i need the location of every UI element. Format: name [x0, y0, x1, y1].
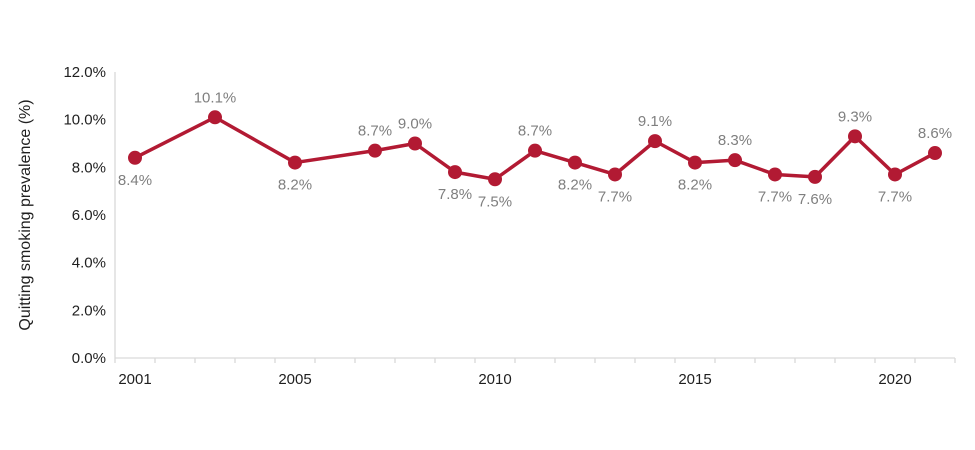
- data-point: [128, 150, 142, 165]
- data-labels-layer: 8.4% 10.1% 8.2% 8.7% 9.0% 7.8% 7.5% 8.7% 8.2% 7.7…: [118, 89, 952, 210]
- data-point: [608, 167, 622, 182]
- y-tick-label: 6.0%: [72, 207, 106, 224]
- x-tick-label: 2005: [278, 371, 311, 388]
- data-point: [648, 134, 662, 149]
- data-point: [928, 146, 942, 161]
- data-point: [528, 143, 542, 158]
- y-tick-label: 8.0%: [72, 159, 106, 176]
- data-point-label: 7.5%: [478, 193, 512, 210]
- data-point-label: 8.2%: [678, 177, 712, 194]
- data-point: [848, 129, 862, 144]
- data-point: [888, 167, 902, 182]
- data-point: [208, 110, 222, 125]
- data-point: [488, 172, 502, 187]
- x-tick-label: 2001: [118, 371, 151, 388]
- trend-line: [133, 115, 937, 181]
- y-tick-label: 4.0%: [72, 255, 106, 272]
- data-point-label: 8.4%: [118, 172, 152, 189]
- axes-layer: 0.0% 2.0% 4.0% 6.0% 8.0% 10.0% 12.0% 2001 2005 20…: [63, 64, 956, 388]
- data-point-label: 9.3%: [838, 108, 872, 125]
- data-point-label: 8.2%: [278, 177, 312, 194]
- y-tick-label: 0.0%: [72, 350, 106, 367]
- data-point: [448, 165, 462, 180]
- y-axis-title: Quitting smoking prevalence (%): [17, 99, 34, 330]
- x-tick-label: 2020: [878, 371, 911, 388]
- data-point-label: 8.2%: [558, 177, 592, 194]
- data-point-label: 7.6%: [798, 191, 832, 208]
- data-point: [728, 153, 742, 168]
- y-tick-label: 12.0%: [63, 64, 106, 81]
- y-tick-label: 2.0%: [72, 302, 106, 319]
- y-tick-label: 10.0%: [63, 112, 106, 129]
- data-point: [368, 143, 382, 158]
- data-point-label: 8.3%: [718, 132, 752, 149]
- data-point-label: 9.0%: [398, 116, 432, 133]
- data-point: [768, 167, 782, 182]
- data-point-label: 7.7%: [758, 188, 792, 205]
- data-point-label: 8.7%: [358, 123, 392, 140]
- trend-line-series: [128, 110, 942, 187]
- data-point-label: 8.7%: [518, 123, 552, 140]
- data-point: [408, 136, 422, 151]
- data-point-label: 7.7%: [878, 188, 912, 205]
- x-tick-label: 2010: [478, 371, 511, 388]
- data-point-label: 7.8%: [438, 186, 472, 203]
- data-point-label: 7.7%: [598, 188, 632, 205]
- data-point-label: 9.1%: [638, 113, 672, 130]
- x-tick-label: 2015: [678, 371, 711, 388]
- data-point: [288, 155, 302, 170]
- data-point: [568, 155, 582, 170]
- data-point: [688, 155, 702, 170]
- data-point-label: 10.1%: [194, 89, 237, 106]
- data-point: [808, 169, 822, 184]
- data-point-label: 8.6%: [918, 125, 952, 142]
